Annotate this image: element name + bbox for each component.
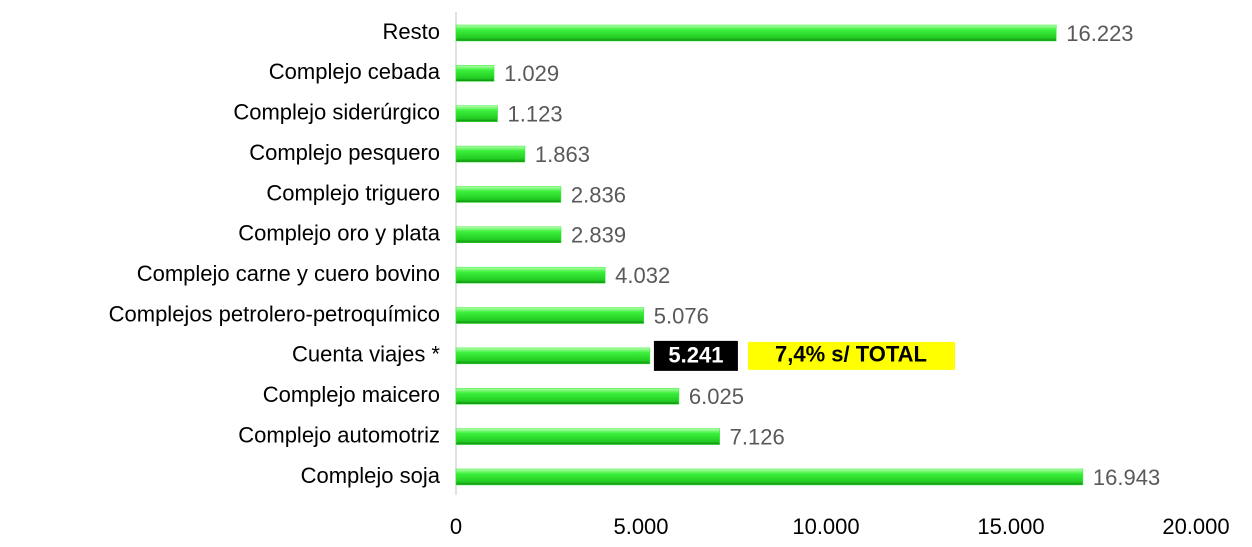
bar xyxy=(455,266,606,284)
bar xyxy=(455,105,498,122)
bar xyxy=(455,347,651,365)
x-tick-label: 20.000 xyxy=(1162,514,1229,539)
y-tick-label: Complejo cebada xyxy=(269,59,441,84)
value-label: 1.123 xyxy=(508,102,563,127)
bar xyxy=(455,145,526,163)
y-tick-label: Complejo carne y cuero bovino xyxy=(137,261,440,286)
value-label: 5.076 xyxy=(654,303,709,328)
value-label: 16.223 xyxy=(1066,21,1133,46)
annotation: 7,4% s/ TOTAL xyxy=(775,342,927,367)
x-tick-label: 15.000 xyxy=(977,514,1044,539)
bar xyxy=(455,65,495,82)
bar xyxy=(455,468,1084,486)
value-label-box xyxy=(653,340,738,371)
x-tick-label: 5.000 xyxy=(613,514,668,539)
value-label: 4.032 xyxy=(615,263,670,288)
value-label: 1.029 xyxy=(504,61,559,86)
y-tick-label: Complejo siderúrgico xyxy=(233,100,440,125)
y-tick-label: Complejo soja xyxy=(301,463,441,488)
bar xyxy=(455,307,645,324)
y-tick-label: Complejos petrolero-petroquímico xyxy=(109,301,440,326)
bar xyxy=(455,387,680,405)
y-tick-label: Resto xyxy=(383,19,440,44)
value-label: 5.241 xyxy=(668,343,723,368)
value-label: 7.126 xyxy=(730,424,785,449)
value-label: 16.943 xyxy=(1093,465,1160,490)
x-tick-label: 10.000 xyxy=(792,514,859,539)
y-tick-label: Complejo automotriz xyxy=(238,422,440,447)
bar xyxy=(455,428,720,445)
y-tick-label: Cuenta viajes * xyxy=(292,342,440,367)
y-tick-label: Complejo oro y plata xyxy=(238,221,441,246)
y-tick-label: Complejo pesquero xyxy=(249,140,440,165)
bar xyxy=(455,226,562,244)
bar xyxy=(455,186,562,203)
value-label: 2.839 xyxy=(571,223,626,248)
value-label: 6.025 xyxy=(689,384,744,409)
y-tick-label: Complejo triguero xyxy=(266,180,440,205)
value-label: 2.836 xyxy=(571,182,626,207)
annotation-box xyxy=(748,341,955,370)
y-tick-label: Complejo maicero xyxy=(263,382,440,407)
x-tick-label: 0 xyxy=(450,514,462,539)
value-label: 1.863 xyxy=(535,142,590,167)
bar xyxy=(455,24,1057,42)
